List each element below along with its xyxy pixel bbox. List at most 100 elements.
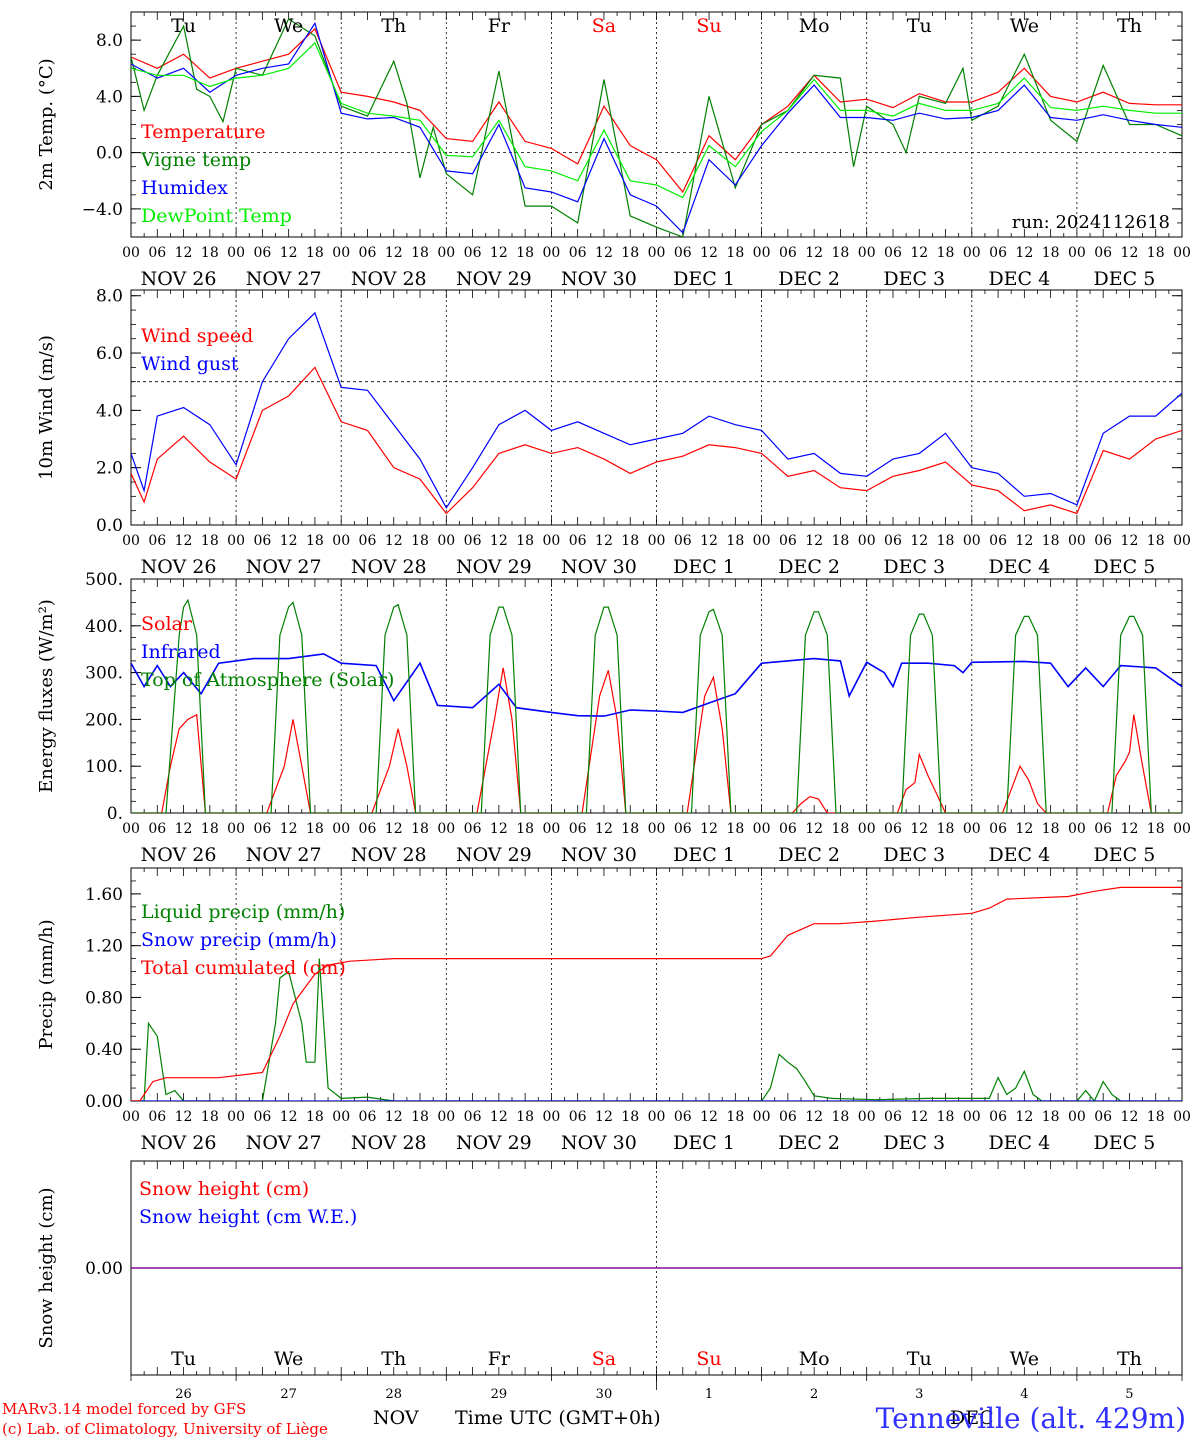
y-tick-label: 200. bbox=[85, 710, 123, 730]
hour-label: 12 bbox=[175, 245, 193, 261]
hour-label: 12 bbox=[385, 1109, 403, 1125]
hour-label: 12 bbox=[910, 245, 928, 261]
date-label: NOV 29 bbox=[456, 268, 532, 290]
hour-label: 12 bbox=[1015, 533, 1033, 549]
weekday-label: Su bbox=[696, 1348, 721, 1370]
hour-label: 12 bbox=[1015, 821, 1033, 837]
weekday-label: Sa bbox=[592, 1348, 616, 1370]
weekday-label: We bbox=[274, 1348, 303, 1370]
hour-label: 00 bbox=[963, 821, 981, 837]
hour-label: 18 bbox=[937, 533, 955, 549]
hour-label: 06 bbox=[779, 821, 797, 837]
y-tick-label: 2.0 bbox=[96, 459, 123, 479]
hour-label: 00 bbox=[542, 1109, 560, 1125]
hour-label: 06 bbox=[253, 1109, 271, 1125]
hour-label: 12 bbox=[700, 533, 718, 549]
hour-label: 00 bbox=[753, 533, 771, 549]
date-label: NOV 27 bbox=[246, 268, 322, 290]
date-label: DEC 4 bbox=[988, 556, 1050, 578]
legend-entry: Solar bbox=[141, 613, 193, 635]
hour-label: 00 bbox=[648, 821, 666, 837]
hour-label: 18 bbox=[411, 821, 429, 837]
hour-label: 06 bbox=[359, 821, 377, 837]
hour-label: 06 bbox=[148, 245, 166, 261]
date-label: DEC 2 bbox=[778, 268, 840, 290]
hour-label: 18 bbox=[937, 1109, 955, 1125]
hour-label: 00 bbox=[332, 533, 350, 549]
hour-label: 18 bbox=[726, 533, 744, 549]
series-line-infrared bbox=[131, 653, 1182, 717]
hour-label: 00 bbox=[542, 533, 560, 549]
date-label: NOV 30 bbox=[561, 1132, 637, 1154]
hour-label: 00 bbox=[858, 245, 876, 261]
date-label: DEC 5 bbox=[1094, 1132, 1156, 1154]
panel-temperature: −4.0 0.0 4.0 8.0 2m Temp. (°C) Temperature Vig… bbox=[36, 11, 1191, 290]
weekday-label: Tu bbox=[907, 15, 932, 37]
hour-label: 12 bbox=[805, 1109, 823, 1125]
weekday-label: Tu bbox=[907, 1348, 932, 1370]
hour-label: 12 bbox=[910, 821, 928, 837]
y-tick-label: 1.20 bbox=[85, 937, 123, 957]
hour-label: 00 bbox=[227, 533, 245, 549]
date-label: DEC 2 bbox=[778, 1132, 840, 1154]
weekday-label: Mo bbox=[799, 15, 830, 37]
series-line-humidex bbox=[131, 21, 1182, 234]
hour-label: 12 bbox=[490, 821, 508, 837]
credit-line-1: MARv3.14 model forced by GFS bbox=[2, 1400, 246, 1418]
hour-label: 00 bbox=[1173, 245, 1191, 261]
hour-label: 18 bbox=[621, 1109, 639, 1125]
hour-label: 12 bbox=[700, 245, 718, 261]
hour-label: 00 bbox=[648, 533, 666, 549]
hour-label: 18 bbox=[201, 821, 219, 837]
date-label: NOV 27 bbox=[246, 1132, 322, 1154]
panel-snow: 0.00 Snow height (cm) Snow height (cm) Snow… bbox=[36, 1160, 1183, 1402]
hour-label: 18 bbox=[832, 821, 850, 837]
hour-label: 12 bbox=[490, 533, 508, 549]
y-axis-label: Precip (mm/h) bbox=[36, 919, 57, 1049]
hour-label: 00 bbox=[227, 245, 245, 261]
date-label: NOV 29 bbox=[456, 1132, 532, 1154]
hour-label: 00 bbox=[227, 1109, 245, 1125]
series-line-top-of-atmosphere-solar- bbox=[131, 598, 1182, 813]
hour-label: 00 bbox=[858, 533, 876, 549]
y-axis-label: 10m Wind (m/s) bbox=[36, 335, 57, 480]
legend-entry: Vigne temp bbox=[140, 149, 251, 171]
y-tick-label: 0.00 bbox=[85, 1259, 123, 1279]
hour-label: 18 bbox=[937, 245, 955, 261]
hour-label: 06 bbox=[779, 245, 797, 261]
hour-label: 18 bbox=[201, 1109, 219, 1125]
hour-label: 00 bbox=[542, 821, 560, 837]
hour-label: 00 bbox=[122, 533, 140, 549]
station-label: Tenneville (alt. 429m) bbox=[876, 1402, 1186, 1435]
hour-label: 06 bbox=[253, 245, 271, 261]
hour-label: 00 bbox=[122, 1109, 140, 1125]
panels: −4.0 0.0 4.0 8.0 2m Temp. (°C) Temperature Vig… bbox=[36, 11, 1191, 1402]
legend-entry: Snow precip (mm/h) bbox=[141, 929, 337, 951]
date-label: DEC 3 bbox=[883, 268, 945, 290]
date-label: NOV 27 bbox=[246, 556, 322, 578]
weekday-label: Mo bbox=[799, 1348, 830, 1370]
day-number-label: 3 bbox=[915, 1387, 923, 1402]
hour-label: 12 bbox=[595, 533, 613, 549]
hour-label: 18 bbox=[201, 245, 219, 261]
hour-label: 06 bbox=[1094, 245, 1112, 261]
y-tick-label: 500. bbox=[85, 570, 123, 590]
hour-label: 00 bbox=[963, 533, 981, 549]
hour-label: 12 bbox=[805, 533, 823, 549]
date-label: NOV 28 bbox=[351, 844, 427, 866]
hour-label: 00 bbox=[332, 821, 350, 837]
legend-entry: Wind speed bbox=[141, 325, 253, 347]
date-label: NOV 28 bbox=[351, 268, 427, 290]
series-line-liquid-precip-mm-h- bbox=[131, 958, 1182, 1101]
date-label: DEC 2 bbox=[778, 556, 840, 578]
weekday-label: Th bbox=[381, 15, 406, 37]
weekday-label: Tu bbox=[171, 1348, 196, 1370]
series-group bbox=[131, 886, 1182, 1101]
date-label: DEC 4 bbox=[988, 268, 1050, 290]
hour-label: 06 bbox=[779, 1109, 797, 1125]
hour-label: 12 bbox=[1121, 245, 1139, 261]
hour-label: 06 bbox=[569, 821, 587, 837]
legend-entry: Liquid precip (mm/h) bbox=[141, 901, 345, 923]
hour-label: 12 bbox=[1121, 821, 1139, 837]
hour-label: 12 bbox=[280, 533, 298, 549]
